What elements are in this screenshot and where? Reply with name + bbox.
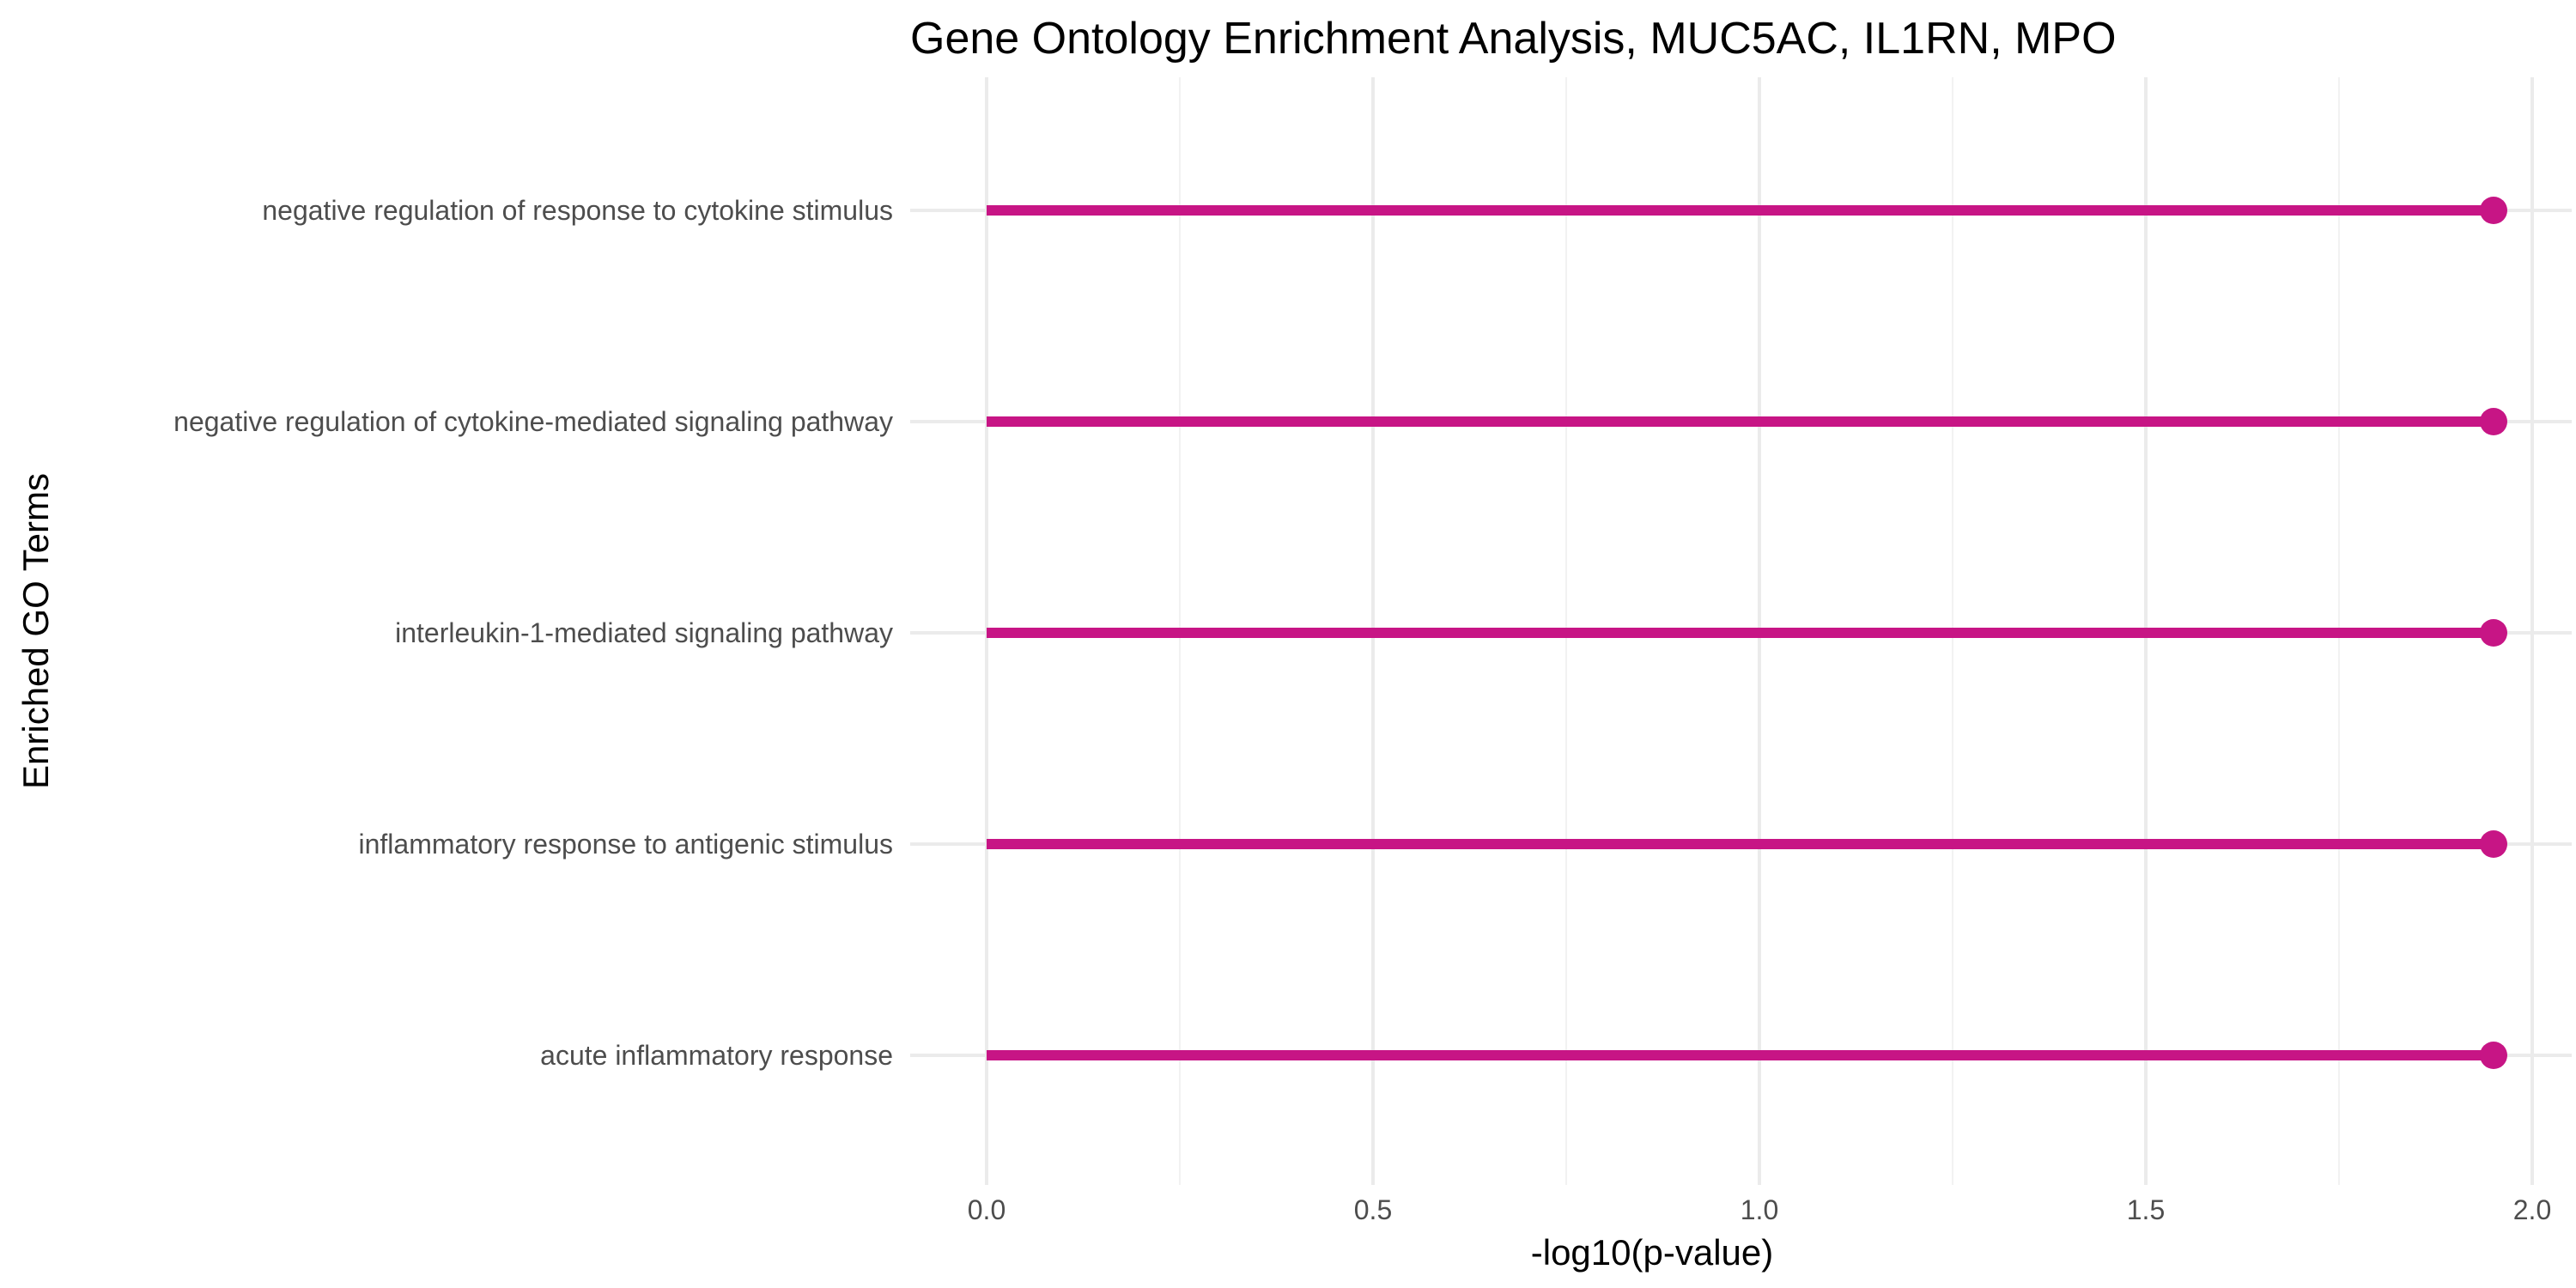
x-axis-tick-labels: 0.0 0.5 1.0 1.5 2.0	[968, 1194, 2551, 1225]
y-tick-label: inflammatory response to antigenic stimu…	[359, 829, 894, 860]
y-tick-label: negative regulation of cytokine-mediated…	[173, 406, 893, 437]
y-tick-label: acute inflammatory response	[540, 1040, 893, 1071]
lollipop-point	[2480, 1042, 2507, 1069]
x-axis-title: -log10(p-value)	[1531, 1232, 1773, 1273]
x-tick-label: 0.0	[968, 1194, 1005, 1225]
lollipop-point	[2480, 830, 2507, 858]
lollipop-point	[2480, 197, 2507, 224]
y-tick-label: interleukin-1-mediated signaling pathway	[395, 617, 893, 648]
x-tick-label: 1.0	[1741, 1194, 1778, 1225]
x-tick-label: 2.0	[2513, 1194, 2551, 1225]
lollipop-point	[2480, 619, 2507, 647]
data-series	[987, 197, 2507, 1069]
lollipop-point	[2480, 408, 2507, 435]
x-tick-label: 0.5	[1354, 1194, 1392, 1225]
x-tick-label: 1.5	[2127, 1194, 2165, 1225]
y-axis-tick-labels: negative regulation of response to cytok…	[173, 195, 893, 1071]
y-tick-label: negative regulation of response to cytok…	[262, 195, 893, 226]
y-axis-title: Enriched GO Terms	[15, 473, 56, 789]
chart-title: Gene Ontology Enrichment Analysis, MUC5A…	[910, 14, 2117, 64]
